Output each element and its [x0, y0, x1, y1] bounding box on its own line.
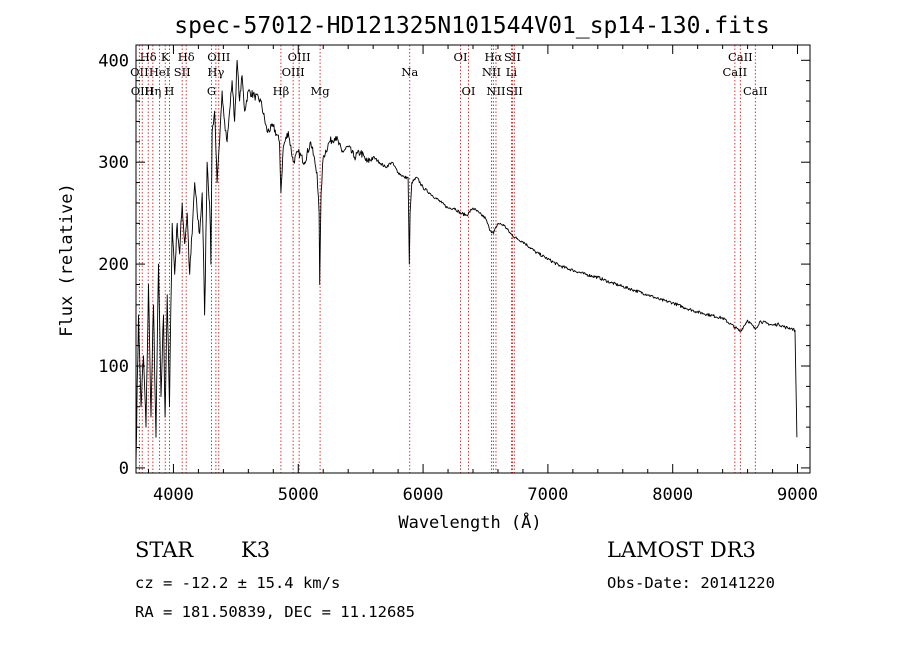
spectral-subclass: K3: [241, 538, 270, 562]
spectral-line-label: CaII: [728, 50, 753, 64]
object-type: STAR: [135, 538, 193, 562]
redshift-readout: cz = -12.2 ± 15.4 km/s: [135, 574, 340, 592]
coordinates: RA = 181.50839, DEC = 11.12685: [135, 603, 415, 621]
spectral-line-label: SII: [506, 84, 523, 98]
spectral-line-label: HeI: [149, 65, 170, 79]
spectral-line-label: OIII: [282, 65, 305, 79]
spectral-line-label: CaII: [722, 65, 747, 79]
x-axis-label: Wavelength (Å): [398, 511, 541, 533]
y-tick-label: 200: [98, 255, 129, 275]
x-tick-label: 4000: [153, 485, 194, 505]
y-tick-label: 400: [98, 51, 129, 71]
y-axis: 0 100 200 300 400: [98, 51, 810, 479]
spectral-line-label: OIII: [288, 50, 311, 64]
spectral-line-label: Hγ: [207, 65, 224, 79]
spectral-line-label: H: [164, 84, 174, 98]
spectrum-series-line: [136, 60, 797, 463]
x-tick-label: 7000: [527, 485, 568, 505]
x-tick-label: 5000: [278, 485, 319, 505]
spectral-line-label: OII: [130, 65, 149, 79]
spectral-line-label: Li: [506, 65, 518, 79]
spectral-line-label: Hη: [144, 84, 161, 98]
spectral-line-label: OI: [454, 50, 468, 64]
x-axis: 4000 5000 6000 7000 8000 9000: [148, 45, 818, 505]
spectral-line-label: NII: [482, 65, 501, 79]
spectral-line-label: Na: [401, 65, 418, 79]
survey-name: LAMOST DR3: [607, 538, 756, 562]
spectral-line-label: OIII: [207, 50, 230, 64]
spectral-line-label: CaII: [743, 84, 768, 98]
spectrum-chart: spec-57012-HD121325N101544V01_sp14-130.f…: [0, 0, 900, 540]
spectral-line-label: OI: [462, 84, 476, 98]
spectral-line-label: Mg: [311, 84, 331, 98]
obs-date: Obs-Date: 20141220: [607, 574, 775, 592]
spectral-line-label: G: [207, 84, 216, 98]
y-tick-label: 100: [98, 357, 129, 377]
y-axis-label: Flux (relative): [57, 183, 77, 337]
spectral-line-label: NII: [486, 84, 505, 98]
y-tick-label: 300: [98, 153, 129, 173]
spectral-line-label: K: [161, 50, 170, 64]
y-tick-label: 0: [119, 459, 129, 479]
spectral-line-label: Hδ: [178, 50, 195, 64]
spectral-line-label: Hα: [484, 50, 502, 64]
plot-frame: [136, 45, 810, 473]
x-tick-label: 9000: [777, 485, 818, 505]
spectral-line-label: SII: [504, 50, 521, 64]
spectral-line-label: SII: [174, 65, 191, 79]
x-tick-label: 8000: [652, 485, 693, 505]
spectral-line-label: Hβ: [273, 84, 290, 98]
chart-title: spec-57012-HD121325N101544V01_sp14-130.f…: [174, 13, 769, 39]
x-tick-label: 6000: [403, 485, 444, 505]
